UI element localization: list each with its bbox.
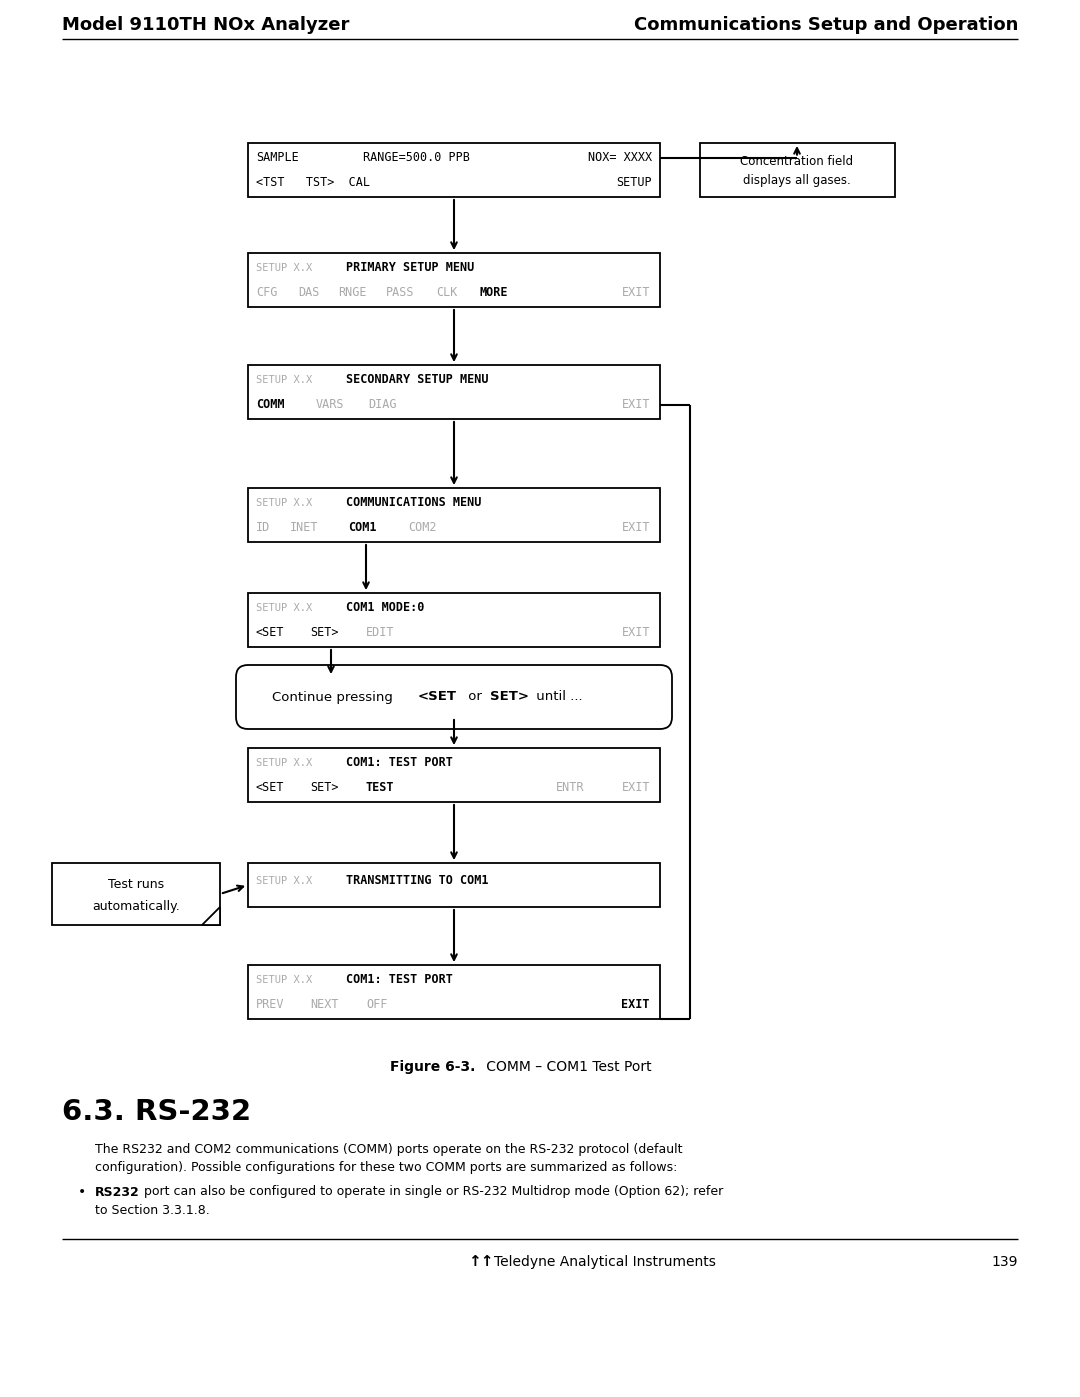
- Text: EXIT: EXIT: [621, 626, 650, 640]
- Text: Communications Setup and Operation: Communications Setup and Operation: [634, 15, 1018, 34]
- Bar: [248, 365, 660, 419]
- Text: NOX= XXXX: NOX= XXXX: [588, 151, 652, 163]
- Bar: [700, 142, 895, 197]
- Bar: [248, 965, 660, 1018]
- Text: SET>: SET>: [490, 690, 529, 704]
- Text: The RS232 and COM2 communications (COMM) ports operate on the RS-232 protocol (d: The RS232 and COM2 communications (COMM)…: [95, 1143, 683, 1155]
- Text: <TST   TST>  CAL: <TST TST> CAL: [256, 176, 370, 190]
- Text: OFF: OFF: [366, 999, 388, 1011]
- Text: EDIT: EDIT: [366, 626, 394, 640]
- Text: or: or: [464, 690, 486, 704]
- Text: COM1: TEST PORT: COM1: TEST PORT: [346, 974, 453, 986]
- Text: port can also be configured to operate in single or RS-232 Multidrop mode (Optio: port can also be configured to operate i…: [140, 1186, 724, 1199]
- Bar: [248, 142, 660, 197]
- Text: COMM: COMM: [256, 398, 284, 412]
- Text: <SET: <SET: [256, 781, 284, 795]
- Text: COM2: COM2: [408, 521, 436, 535]
- Text: COMMUNICATIONS MENU: COMMUNICATIONS MENU: [346, 496, 482, 509]
- Text: RANGE=500.0 PPB: RANGE=500.0 PPB: [363, 151, 470, 163]
- Bar: [248, 592, 660, 647]
- Text: PRIMARY SETUP MENU: PRIMARY SETUP MENU: [346, 261, 474, 274]
- Bar: [248, 253, 660, 307]
- Text: ENTR: ENTR: [556, 781, 584, 795]
- Text: DIAG: DIAG: [368, 398, 396, 412]
- Text: DAS: DAS: [298, 286, 320, 299]
- Text: Continue pressing: Continue pressing: [272, 690, 397, 704]
- Text: •: •: [78, 1185, 86, 1199]
- Text: COM1 MODE:0: COM1 MODE:0: [346, 601, 424, 615]
- Bar: [248, 863, 660, 907]
- Text: Test runs: Test runs: [108, 879, 164, 891]
- Text: <SET: <SET: [256, 626, 284, 640]
- Text: 139: 139: [991, 1255, 1018, 1268]
- Text: ↑↑: ↑↑: [468, 1255, 494, 1270]
- Polygon shape: [202, 907, 220, 925]
- Text: Model 9110TH NOx Analyzer: Model 9110TH NOx Analyzer: [62, 15, 349, 34]
- Text: CLK: CLK: [436, 286, 457, 299]
- Text: SETUP X.X: SETUP X.X: [256, 975, 312, 985]
- Text: CFG: CFG: [256, 286, 278, 299]
- Text: SETUP X.X: SETUP X.X: [256, 876, 312, 886]
- Text: MORE: MORE: [480, 286, 509, 299]
- Text: PASS: PASS: [386, 286, 415, 299]
- Text: Teledyne Analytical Instruments: Teledyne Analytical Instruments: [494, 1255, 716, 1268]
- Text: TRANSMITTING TO COM1: TRANSMITTING TO COM1: [346, 875, 488, 887]
- Text: ID: ID: [256, 521, 270, 535]
- Bar: [248, 488, 660, 542]
- Text: EXIT: EXIT: [621, 999, 650, 1011]
- Text: SECONDARY SETUP MENU: SECONDARY SETUP MENU: [346, 373, 488, 386]
- Text: SET>: SET>: [310, 781, 338, 795]
- Text: displays all gases.: displays all gases.: [743, 175, 851, 187]
- Text: to Section 3.3.1.8.: to Section 3.3.1.8.: [95, 1203, 210, 1217]
- Text: 6.3. RS-232: 6.3. RS-232: [62, 1098, 252, 1126]
- Text: COM1: TEST PORT: COM1: TEST PORT: [346, 756, 453, 770]
- Text: VARS: VARS: [316, 398, 345, 412]
- Text: SETUP: SETUP: [617, 176, 652, 190]
- Text: SETUP X.X: SETUP X.X: [256, 602, 312, 612]
- Text: EXIT: EXIT: [621, 398, 650, 412]
- Text: NEXT: NEXT: [310, 999, 338, 1011]
- Text: SETUP X.X: SETUP X.X: [256, 757, 312, 767]
- Bar: [248, 747, 660, 802]
- Text: EXIT: EXIT: [621, 781, 650, 795]
- Text: RNGE: RNGE: [338, 286, 366, 299]
- Text: until ...: until ...: [532, 690, 582, 704]
- Text: SAMPLE: SAMPLE: [256, 151, 299, 163]
- Text: RS232: RS232: [95, 1186, 139, 1199]
- Text: configuration). Possible configurations for these two COMM ports are summarized : configuration). Possible configurations …: [95, 1161, 677, 1173]
- Text: SET>: SET>: [310, 626, 338, 640]
- Text: PREV: PREV: [256, 999, 284, 1011]
- FancyBboxPatch shape: [237, 665, 672, 729]
- Text: COM1: COM1: [348, 521, 377, 535]
- Text: SETUP X.X: SETUP X.X: [256, 497, 312, 507]
- Text: <SET: <SET: [418, 690, 457, 704]
- Text: INET: INET: [291, 521, 319, 535]
- Text: SETUP X.X: SETUP X.X: [256, 374, 312, 384]
- Text: Concentration field: Concentration field: [741, 155, 853, 169]
- Text: COMM – COM1 Test Port: COMM – COM1 Test Port: [460, 1060, 651, 1074]
- Text: EXIT: EXIT: [621, 286, 650, 299]
- Text: EXIT: EXIT: [621, 521, 650, 535]
- Text: automatically.: automatically.: [92, 900, 180, 912]
- Text: TEST: TEST: [366, 781, 394, 795]
- Text: SETUP X.X: SETUP X.X: [256, 263, 312, 272]
- Bar: [52, 863, 220, 925]
- Text: Figure 6-3.: Figure 6-3.: [390, 1060, 475, 1074]
